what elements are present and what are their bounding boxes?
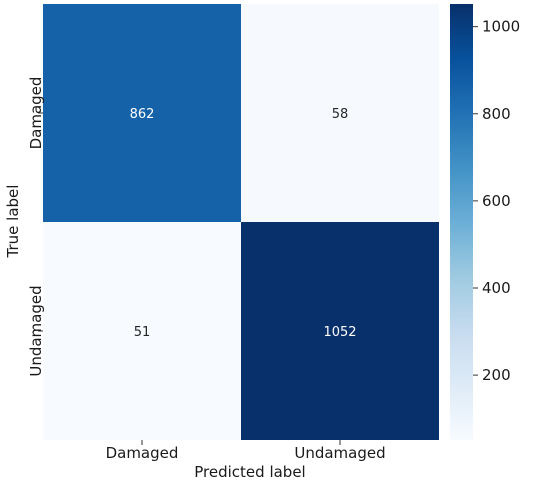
colorbar-tick-label: 800 <box>482 105 511 123</box>
y-axis-ticks: Damaged Undamaged <box>27 77 45 377</box>
colorbar <box>450 4 473 440</box>
x-tick-label: Damaged <box>106 444 179 462</box>
heatmap-cell <box>241 4 439 222</box>
y-tick-label: Undamaged <box>27 285 45 376</box>
cell-value-label: 58 <box>332 107 349 122</box>
cell-value-label: 1052 <box>323 325 356 340</box>
heatmap-cells <box>43 4 439 440</box>
cell-value-label: 862 <box>130 107 155 122</box>
heatmap-cell-labels: 862 58 51 1052 <box>130 107 357 340</box>
colorbar-tick-label: 1000 <box>482 18 520 36</box>
heatmap-cell <box>43 222 241 440</box>
x-tick-label: Undamaged <box>294 444 385 462</box>
colorbar-ticks: 200 400 600 800 1000 <box>473 18 520 384</box>
heatmap-cell <box>43 4 241 222</box>
colorbar-tick-label: 600 <box>482 192 511 210</box>
y-axis-title: True label <box>4 185 22 259</box>
x-axis-title: Predicted label <box>194 463 305 481</box>
colorbar-tick-label: 200 <box>482 366 511 384</box>
cell-value-label: 51 <box>134 325 151 340</box>
heatmap-cell <box>241 222 439 440</box>
y-tick-label: Damaged <box>27 77 45 150</box>
x-axis-ticks: Damaged Undamaged <box>106 440 386 462</box>
colorbar-tick-label: 400 <box>482 279 511 297</box>
